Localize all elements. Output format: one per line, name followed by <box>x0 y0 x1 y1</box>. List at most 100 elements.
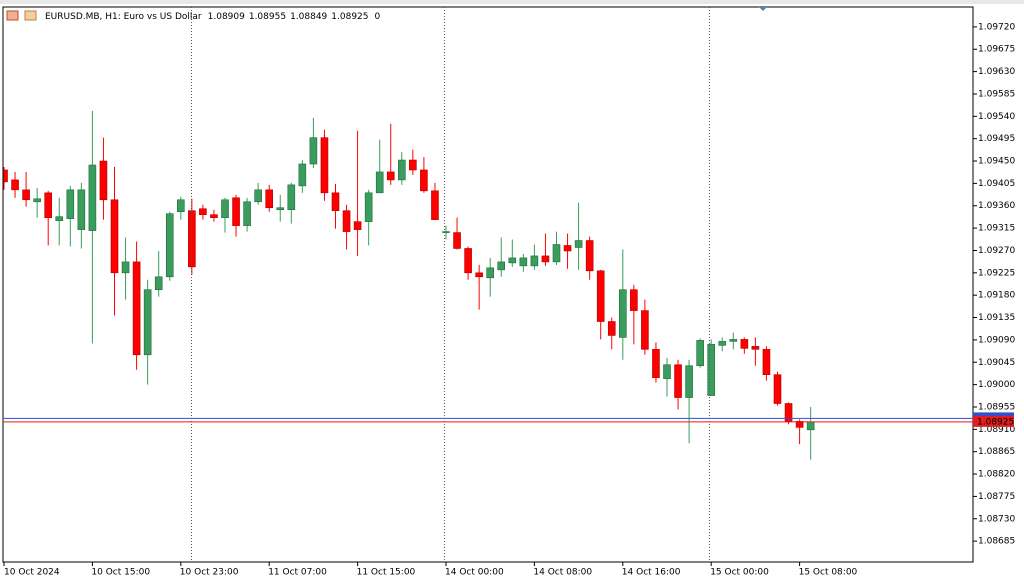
candle-body <box>751 346 760 350</box>
candle-body <box>596 270 605 322</box>
candle-body <box>508 257 517 264</box>
candle-body <box>320 137 329 194</box>
candle-body <box>397 159 406 181</box>
candle-body <box>806 421 815 431</box>
candle-body <box>674 364 682 398</box>
candle-body <box>165 213 174 278</box>
y-tick-label: 1.09405 <box>978 179 1015 189</box>
y-tick-label: 1.08730 <box>978 514 1015 524</box>
candle-body <box>55 216 64 221</box>
candle-body <box>121 261 130 274</box>
candle-body <box>99 160 108 201</box>
x-tick-label: 15 Oct 00:00 <box>710 568 769 578</box>
candle-body <box>22 189 30 201</box>
candle-body <box>88 164 97 231</box>
y-tick-label: 1.09630 <box>978 67 1015 77</box>
y-tick-label: 1.08685 <box>978 537 1015 547</box>
candle-body <box>309 137 318 165</box>
y-tick-label: 1.08910 <box>978 425 1015 435</box>
candle-body <box>729 339 738 342</box>
candle-body <box>265 189 274 209</box>
x-tick-label: 14 Oct 08:00 <box>533 568 592 578</box>
y-tick-label: 1.09720 <box>978 22 1015 32</box>
candle-body <box>154 276 163 291</box>
bid-box <box>973 415 1014 427</box>
x-tick-label: 10 Oct 15:00 <box>91 568 150 578</box>
x-tick-label: 10 Oct 2024 <box>4 568 60 578</box>
candle-body <box>66 189 75 219</box>
candle-body <box>585 240 594 272</box>
candle-body <box>386 171 395 181</box>
candle-body <box>663 364 671 379</box>
candle-body <box>254 189 262 203</box>
header-low: 1.08849 <box>290 12 327 22</box>
candle-body <box>475 272 483 278</box>
candle-body <box>652 349 660 378</box>
x-tick-label: 15 Oct 08:00 <box>799 568 858 578</box>
candle-body <box>762 349 771 375</box>
candle-body <box>431 190 439 220</box>
y-tick-label: 1.09270 <box>978 246 1015 256</box>
header-open: 1.08909 <box>208 12 245 22</box>
candle-body <box>298 163 307 187</box>
candle-body <box>232 197 240 226</box>
candle-body <box>541 255 550 263</box>
candle-body <box>552 244 561 263</box>
y-tick-label: 1.09585 <box>978 89 1015 99</box>
candle-body <box>696 340 704 367</box>
x-tick-label: 14 Oct 16:00 <box>622 568 681 578</box>
candle-body <box>132 261 141 356</box>
ask-box <box>973 412 1014 419</box>
candle-body <box>718 341 727 346</box>
candle-body <box>342 210 351 232</box>
plot-area <box>3 110 815 460</box>
candle-body <box>331 192 340 212</box>
y-tick-label: 1.08955 <box>978 402 1015 412</box>
y-tick-label: 1.09045 <box>978 358 1015 368</box>
shift-marker[interactable] <box>759 7 767 11</box>
y-tick-label: 1.08775 <box>978 492 1015 502</box>
x-tick-label: 11 Oct 07:00 <box>268 568 327 578</box>
candle-body <box>221 199 229 218</box>
candle-body <box>740 339 749 349</box>
y-tick-label: 1.09360 <box>978 201 1015 211</box>
y-tick-label: 1.09540 <box>978 112 1015 122</box>
candle-body <box>409 159 417 171</box>
candle-body <box>3 169 8 183</box>
candle-body <box>276 207 285 211</box>
candle-body <box>33 198 41 203</box>
candle-body <box>773 374 782 404</box>
candle-body <box>287 184 296 211</box>
candle-body <box>11 179 19 191</box>
candle-body <box>199 208 207 215</box>
y-tick-label: 1.09135 <box>978 313 1015 323</box>
candle-body <box>563 245 572 252</box>
candle-body <box>77 189 86 230</box>
header-value: 0 <box>375 12 381 22</box>
y-tick-label: 1.09225 <box>978 268 1015 278</box>
y-tick-label: 1.08820 <box>978 470 1015 480</box>
candle-body <box>353 221 362 230</box>
candle-body <box>375 171 384 194</box>
y-tick-label: 1.09450 <box>978 157 1015 167</box>
candle-body <box>364 192 373 222</box>
plot-frame <box>2 6 974 563</box>
candle-body <box>464 248 472 274</box>
icon[interactable] <box>24 10 37 21</box>
candle-body <box>519 257 528 267</box>
y-tick-label: 1.09315 <box>978 224 1015 234</box>
candle-body <box>530 255 539 267</box>
header-high: 1.08955 <box>249 12 286 22</box>
x-tick-label: 10 Oct 23:00 <box>180 568 239 578</box>
x-tick-label: 14 Oct 00:00 <box>445 568 504 578</box>
candle-body <box>707 344 716 396</box>
candle-body <box>607 321 616 336</box>
candle-body <box>497 261 506 271</box>
icon[interactable] <box>6 10 19 21</box>
candle-body <box>210 214 218 218</box>
candle-body <box>177 199 185 213</box>
candle-body <box>110 199 119 274</box>
y-tick-label: 1.08865 <box>978 447 1015 457</box>
